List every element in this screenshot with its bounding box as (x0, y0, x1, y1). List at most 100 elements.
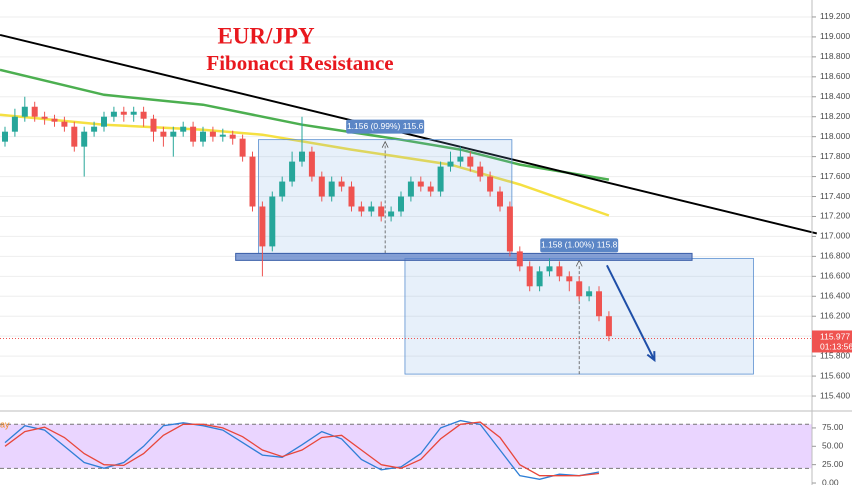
candle-body (101, 116, 107, 127)
y-tick-label: 119.000 (820, 31, 850, 41)
candle-body (497, 191, 503, 207)
countdown-label: 01:13:56 (820, 342, 852, 352)
stochastic-line (4, 419, 600, 480)
candle-body (239, 138, 246, 157)
candle-body (229, 134, 236, 139)
candle-body (41, 116, 48, 119)
measure-arrowhead (381, 140, 389, 148)
candle-body (190, 126, 197, 142)
candle-body (516, 251, 523, 267)
candle-body (348, 186, 355, 207)
candle-body (546, 266, 553, 272)
candle-body (556, 266, 563, 277)
candle-body (437, 166, 444, 192)
y-tick-label: 117.400 (820, 191, 850, 201)
y-tick-label: 75.00 (822, 422, 844, 432)
candle-body (526, 266, 533, 287)
measure-label: 1.156 (0.99%) 115.6 (347, 121, 424, 131)
candle-body (51, 118, 58, 122)
y-tick-label: 116.800 (820, 251, 850, 261)
candle-body (358, 206, 365, 212)
candle-body (170, 131, 177, 137)
candle-body (279, 181, 286, 197)
candle-body (299, 151, 305, 162)
y-tick-label: 116.200 (820, 310, 850, 320)
candle-body (338, 181, 345, 187)
candle-body (160, 131, 167, 137)
candle-body (81, 131, 88, 147)
candle-body (368, 206, 375, 212)
grid (0, 16, 812, 397)
y-tick-label: 117.800 (820, 151, 850, 161)
y-tick-label: 0.00 (822, 477, 839, 485)
candle-body (91, 126, 98, 132)
candle-body (328, 181, 335, 197)
stochastic-band (0, 424, 812, 469)
candle-body (487, 176, 494, 192)
y-tick-label: 116.600 (820, 271, 850, 281)
last-price-box (812, 330, 852, 353)
candle-body (31, 106, 38, 117)
candle-body (269, 196, 276, 247)
candle-body (407, 181, 414, 197)
trend-arrowhead (646, 351, 656, 363)
candle-body (200, 131, 206, 142)
y-tick-label: 115.800 (820, 350, 850, 360)
y-tick-label: 118.400 (820, 91, 850, 101)
candle-body (388, 211, 395, 217)
y-tick-label: 118.000 (820, 131, 850, 141)
candle-body (308, 151, 315, 177)
candle-body (21, 106, 28, 117)
candle-body (120, 111, 127, 115)
y-tick-label: 118.200 (820, 111, 850, 121)
y-tick-label: 119.200 (820, 11, 850, 21)
candle-body (71, 126, 78, 147)
chart-title: EUR/JPY (217, 23, 315, 48)
trendline (0, 33, 818, 235)
candle-body (249, 156, 256, 207)
y-tick-label: 115.600 (820, 370, 850, 380)
stochastic-line (4, 421, 600, 477)
y-tick-label: 117.200 (820, 211, 850, 221)
y-tick-label: 115.400 (820, 390, 850, 400)
candle-body (467, 156, 474, 167)
support-zone (235, 252, 693, 261)
measure-label-box (540, 238, 619, 253)
candle-body (398, 196, 404, 212)
indicator-label: ay (0, 419, 10, 429)
y-tick-label: 117.000 (820, 231, 850, 241)
candle-body (536, 271, 543, 287)
candle-body (61, 121, 68, 127)
candle-body (150, 118, 157, 132)
moving-average (0, 113, 610, 217)
candle-body (378, 206, 385, 217)
last-price-label: 115.977 (820, 332, 850, 342)
candle-body (447, 161, 454, 167)
y-tick-label: 118.800 (820, 51, 850, 61)
y-tick-label: 50.00 (822, 441, 844, 451)
candle-body (140, 111, 147, 119)
candle-body (289, 161, 296, 182)
candle-body (576, 281, 583, 297)
measure-label-box (346, 119, 425, 134)
candle-body (259, 206, 266, 247)
candle-body (506, 206, 513, 252)
candle-body (180, 126, 187, 132)
y-tick-label: 118.600 (820, 71, 850, 81)
measure-label: 1.158 (1.00%) 115.8 (541, 240, 618, 250)
candle-body (566, 276, 573, 282)
candle-body (2, 131, 8, 142)
trend-arrow (606, 264, 656, 361)
candle-body (110, 111, 117, 117)
chart-subtitle: Fibonacci Resistance (206, 51, 393, 75)
candle-body (130, 111, 137, 115)
y-tick-label: 117.600 (820, 171, 850, 181)
y-tick-label: 116.400 (820, 291, 850, 301)
candle-body (596, 291, 602, 317)
candle-body (477, 166, 484, 177)
candle-body (11, 116, 18, 132)
candle-body (586, 291, 593, 297)
